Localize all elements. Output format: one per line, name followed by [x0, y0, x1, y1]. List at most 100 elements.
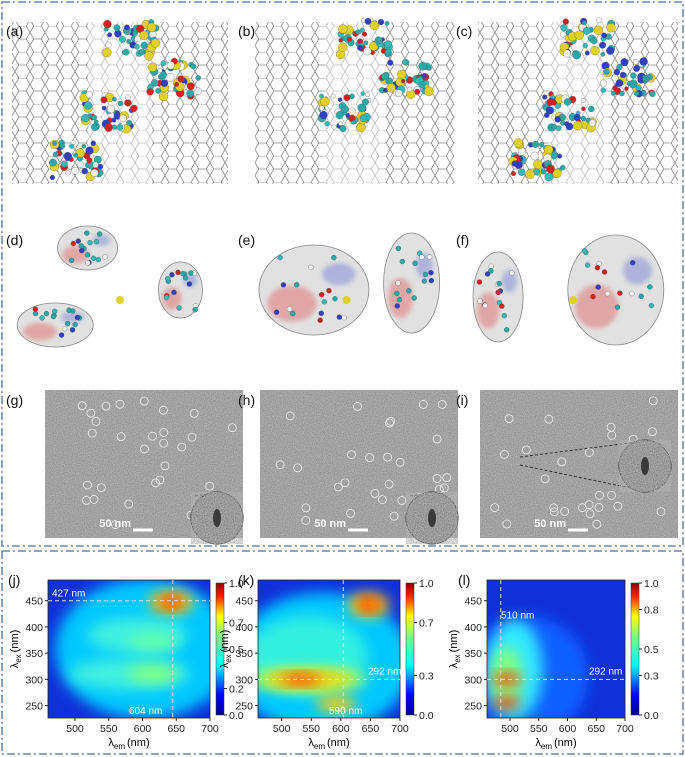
atom	[514, 160, 523, 169]
label-unit: (nm)	[448, 630, 460, 653]
atom	[629, 79, 638, 89]
atom	[102, 47, 112, 58]
particle-mark	[159, 428, 169, 437]
atom	[593, 25, 604, 35]
particle-mark	[116, 432, 126, 441]
x-tick-label: 600	[332, 723, 350, 735]
atom	[338, 24, 348, 34]
atom	[613, 68, 621, 76]
atom	[563, 49, 571, 58]
atom	[150, 79, 159, 87]
atom	[588, 119, 596, 127]
atom	[160, 60, 167, 67]
atom	[581, 106, 586, 112]
atom	[360, 91, 365, 96]
particle-mark	[585, 509, 595, 519]
atom	[422, 271, 429, 278]
panel-label: (b)	[238, 23, 255, 39]
atom	[90, 168, 99, 177]
atom	[335, 111, 344, 120]
atom	[139, 48, 146, 55]
surface-positive	[322, 263, 356, 286]
atom	[560, 120, 566, 126]
atom	[308, 264, 314, 271]
surface-negative	[575, 284, 619, 329]
atom	[582, 20, 587, 26]
atom	[590, 36, 598, 44]
atom	[581, 98, 587, 103]
atom	[85, 91, 93, 99]
atom	[572, 50, 582, 60]
atom	[69, 143, 75, 149]
atom	[124, 99, 132, 107]
atom	[359, 27, 365, 33]
atom	[85, 260, 91, 266]
colorbar-tick-label: 0.0	[419, 710, 434, 722]
particle-mark	[205, 481, 215, 491]
label-symbol: λ	[535, 737, 541, 749]
y-tick-label: 300	[235, 674, 253, 686]
x-tick-label: 650	[587, 723, 605, 735]
particle-mark	[549, 503, 559, 513]
atom	[606, 23, 616, 33]
x-axis-label: λem (nm)	[535, 737, 576, 751]
label-unit: (nm)	[554, 737, 577, 749]
atom	[369, 20, 380, 31]
atom	[604, 290, 611, 297]
particle-mark	[301, 516, 311, 525]
atom	[180, 271, 186, 277]
atom	[102, 254, 108, 260]
atom	[144, 51, 154, 61]
zoom-line	[519, 464, 646, 492]
label-subscript: em	[314, 742, 325, 751]
particle-mark	[584, 448, 594, 457]
surface-positive	[623, 257, 652, 285]
particle-mark	[504, 414, 514, 424]
heatmap	[48, 580, 210, 718]
atom	[642, 76, 648, 82]
atom	[71, 167, 79, 175]
atom	[517, 168, 526, 176]
particle-mark	[148, 431, 157, 441]
atom	[647, 284, 653, 290]
atom	[639, 57, 648, 66]
particle-mark	[544, 414, 554, 424]
colorbar-tick-label: 0.7	[419, 618, 434, 630]
atom	[428, 270, 434, 276]
atom	[365, 92, 371, 97]
atom	[113, 24, 121, 32]
atom	[600, 51, 606, 57]
label-subscript: ex	[453, 654, 462, 662]
atom	[317, 317, 323, 323]
atom	[59, 143, 66, 149]
atom	[318, 292, 325, 298]
atom	[394, 303, 400, 309]
atom	[126, 119, 133, 126]
atom	[633, 65, 641, 72]
panel-label: (e)	[238, 232, 255, 248]
atom	[157, 68, 163, 73]
atom	[564, 121, 570, 127]
atom	[341, 105, 349, 113]
atom	[106, 104, 116, 114]
atom	[596, 17, 603, 24]
y-tick-label: 350	[25, 648, 43, 660]
annotation: 590 nm	[329, 706, 362, 717]
atom	[117, 100, 124, 107]
particle-mark	[189, 408, 199, 418]
atom	[513, 138, 524, 148]
particle-mark	[540, 474, 550, 484]
atom	[543, 112, 550, 118]
heatmap	[487, 580, 625, 718]
atom	[104, 123, 113, 132]
panel-label: (c)	[456, 23, 472, 39]
atom	[49, 174, 55, 181]
label-symbol: λ	[9, 662, 21, 668]
atom	[112, 96, 117, 102]
particle-mark	[648, 396, 658, 406]
atom	[290, 310, 296, 317]
particle-mark	[101, 401, 111, 411]
particle-mark	[159, 438, 169, 448]
atom	[397, 69, 407, 80]
heatmap-blob	[492, 696, 521, 709]
